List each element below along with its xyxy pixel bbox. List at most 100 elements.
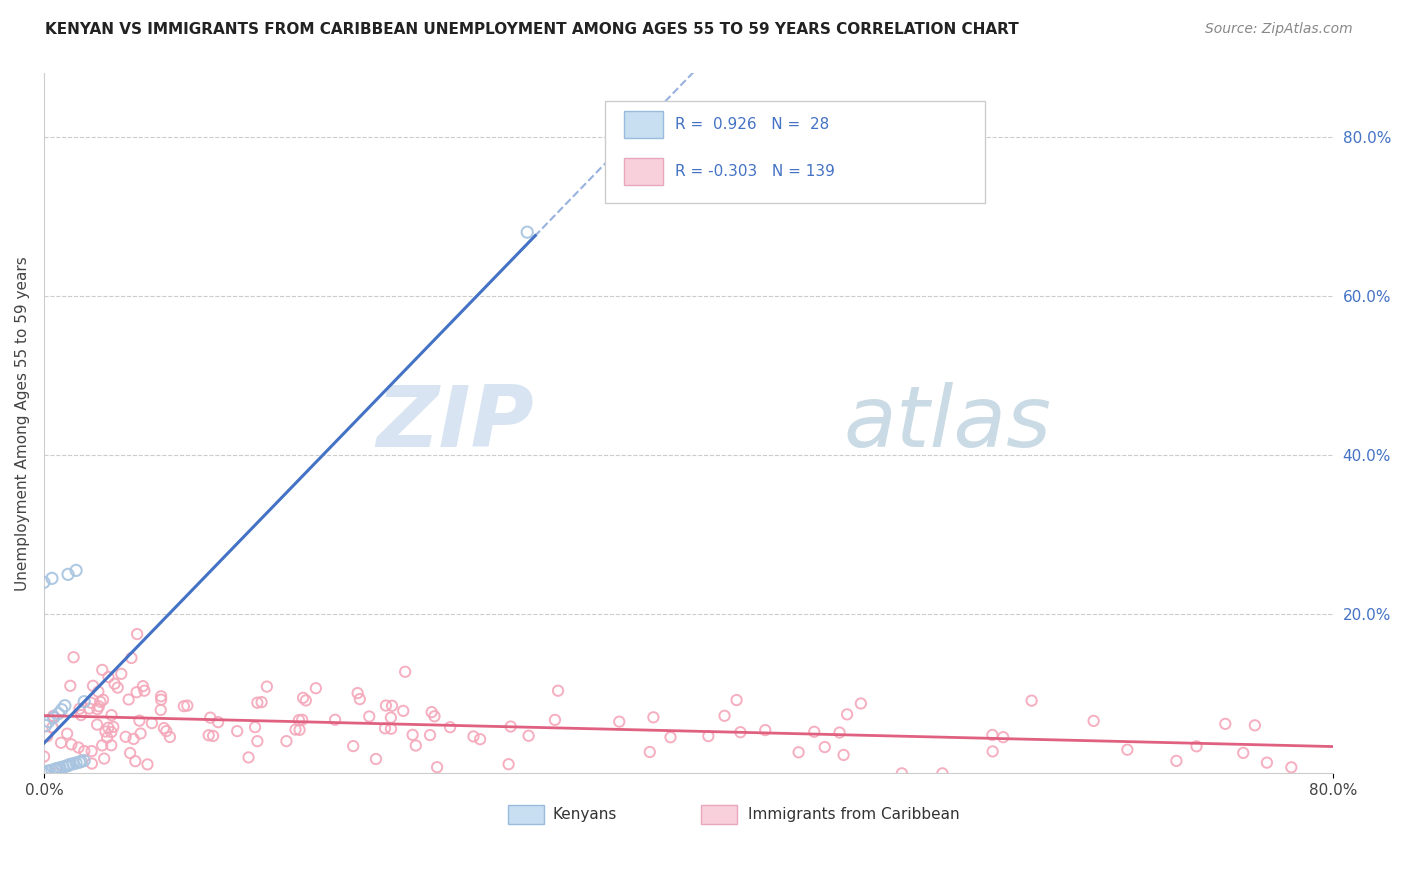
- Point: [107, 681, 129, 695]
- Point: [34, 718, 56, 732]
- Point: [276, 734, 298, 748]
- Point: [439, 720, 461, 734]
- Point: [56, 758, 79, 772]
- Point: [87, 699, 110, 714]
- Point: [516, 225, 538, 239]
- Point: [1232, 746, 1254, 760]
- Point: [41, 763, 63, 777]
- Point: [243, 720, 266, 734]
- Point: [70, 708, 93, 723]
- Point: [117, 692, 139, 706]
- Point: [52, 760, 75, 774]
- Point: [498, 757, 520, 772]
- Point: [94, 724, 117, 739]
- Point: [56, 567, 79, 582]
- Point: [401, 728, 423, 742]
- Point: [59, 679, 82, 693]
- Point: [305, 681, 328, 696]
- Point: [420, 705, 443, 719]
- Point: [114, 730, 136, 744]
- Point: [981, 728, 1004, 742]
- Point: [128, 714, 150, 728]
- Point: [1185, 739, 1208, 754]
- Point: [359, 709, 381, 723]
- Point: [56, 726, 79, 740]
- Point: [288, 723, 311, 737]
- Point: [250, 695, 273, 709]
- Point: [346, 686, 368, 700]
- Text: R =  0.926   N =  28: R = 0.926 N = 28: [675, 117, 830, 132]
- Point: [91, 663, 114, 677]
- Point: [1213, 716, 1236, 731]
- Point: [103, 677, 125, 691]
- Point: [468, 732, 491, 747]
- Point: [803, 724, 825, 739]
- Point: [292, 690, 315, 705]
- Point: [87, 684, 110, 698]
- Point: [291, 713, 314, 727]
- Point: [1083, 714, 1105, 728]
- Point: [136, 757, 159, 772]
- Text: Source: ZipAtlas.com: Source: ZipAtlas.com: [1205, 22, 1353, 37]
- Point: [725, 693, 748, 707]
- Point: [32, 575, 55, 590]
- Point: [643, 710, 665, 724]
- Point: [323, 713, 346, 727]
- Point: [150, 692, 173, 706]
- Point: [62, 756, 84, 771]
- Point: [35, 729, 58, 743]
- Point: [60, 737, 83, 751]
- Point: [42, 709, 65, 723]
- Point: [122, 731, 145, 746]
- Point: [1244, 718, 1267, 732]
- Point: [125, 685, 148, 699]
- Point: [129, 726, 152, 740]
- Point: [246, 696, 269, 710]
- Point: [931, 766, 953, 780]
- Point: [423, 709, 446, 723]
- Point: [45, 766, 67, 780]
- FancyBboxPatch shape: [624, 159, 662, 185]
- Text: KENYAN VS IMMIGRANTS FROM CARIBBEAN UNEMPLOYMENT AMONG AGES 55 TO 59 YEARS CORRE: KENYAN VS IMMIGRANTS FROM CARIBBEAN UNEM…: [45, 22, 1019, 37]
- Point: [49, 736, 72, 750]
- Point: [1256, 756, 1278, 770]
- Point: [787, 745, 810, 759]
- Point: [44, 763, 66, 777]
- Point: [51, 703, 73, 717]
- Point: [349, 692, 371, 706]
- Point: [374, 721, 396, 735]
- Point: [981, 744, 1004, 758]
- Point: [246, 734, 269, 748]
- Point: [394, 665, 416, 679]
- Point: [53, 698, 76, 713]
- FancyBboxPatch shape: [508, 805, 544, 824]
- Point: [149, 703, 172, 717]
- Point: [381, 698, 404, 713]
- Point: [176, 698, 198, 713]
- Point: [100, 738, 122, 752]
- Point: [65, 756, 87, 770]
- Point: [713, 708, 735, 723]
- Point: [100, 708, 122, 723]
- Point: [993, 730, 1015, 744]
- Point: [59, 757, 82, 772]
- Point: [37, 764, 59, 779]
- Point: [70, 755, 93, 769]
- Point: [86, 717, 108, 731]
- Point: [288, 713, 311, 727]
- Text: atlas: atlas: [844, 382, 1052, 465]
- Point: [45, 762, 67, 776]
- Point: [380, 711, 402, 725]
- Point: [419, 728, 441, 742]
- Point: [91, 739, 114, 753]
- Point: [1116, 742, 1139, 756]
- Point: [141, 716, 163, 731]
- Text: Immigrants from Caribbean: Immigrants from Caribbean: [748, 807, 959, 822]
- Point: [97, 721, 120, 735]
- Point: [295, 693, 318, 707]
- Point: [41, 720, 63, 734]
- Point: [659, 730, 682, 744]
- Point: [207, 715, 229, 730]
- FancyBboxPatch shape: [624, 112, 662, 138]
- Point: [832, 747, 855, 762]
